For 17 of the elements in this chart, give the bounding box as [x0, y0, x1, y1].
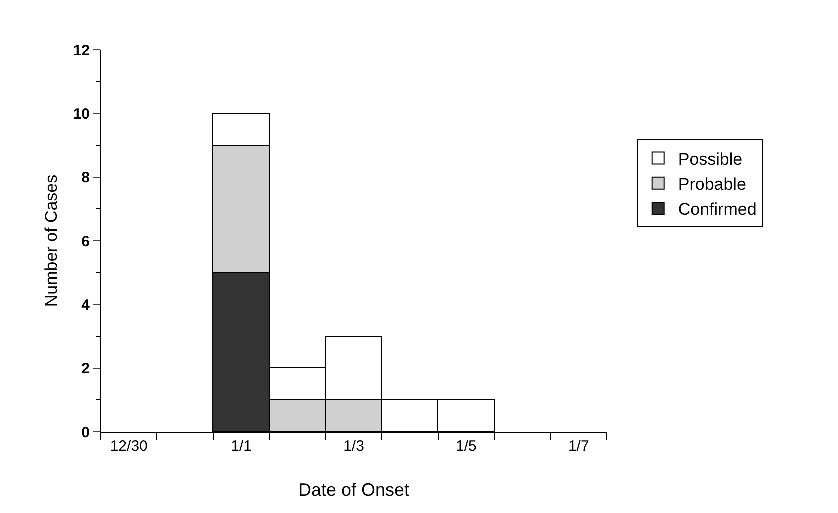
y-tick-label: 12	[73, 42, 90, 60]
y-tick-label: 10	[73, 106, 90, 123]
legend-label: Confirmed	[678, 200, 757, 220]
y-tick-label: 8	[82, 170, 90, 187]
x-tick-label: 1/3	[344, 438, 364, 455]
y-tick-label: 6	[82, 233, 90, 250]
y-tick-label: 0	[82, 424, 90, 442]
x-tick-label: 1/7	[568, 438, 590, 455]
x-tick-label: 12/30	[110, 438, 148, 455]
y-axis-title: Number of Cases	[42, 174, 61, 308]
y-tick-label: 4	[82, 296, 91, 314]
y-tick-label: 2	[82, 360, 90, 378]
x-tick-label: 1/5	[456, 438, 477, 455]
legend-label: Possible	[678, 150, 743, 169]
x-axis-title: Date of Onset	[298, 480, 410, 500]
legend-label: Probable	[678, 174, 746, 194]
x-tick-label: 1/1	[231, 438, 252, 455]
